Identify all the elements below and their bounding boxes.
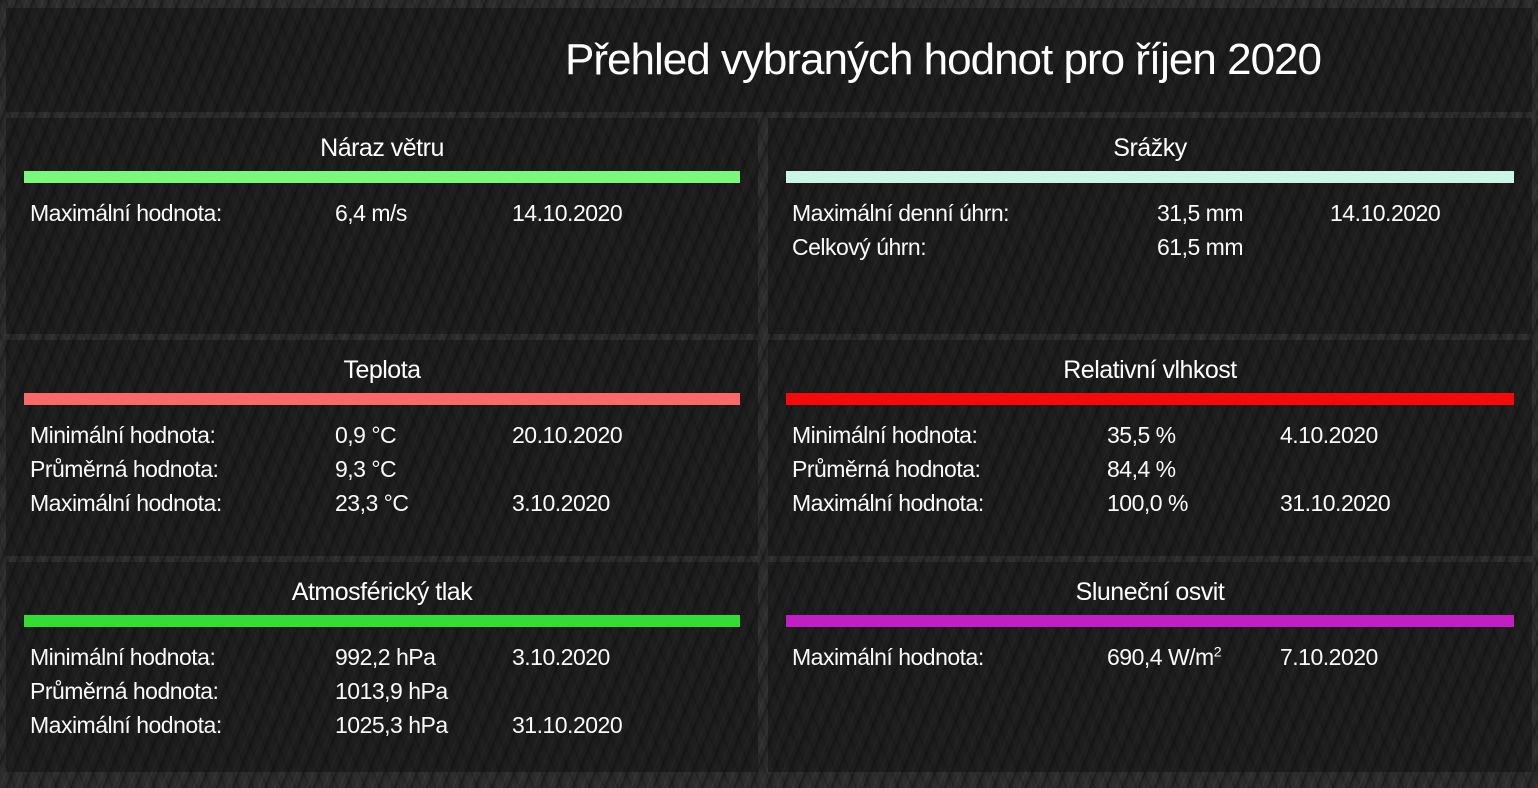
stat-label: Maximální hodnota: <box>30 712 222 738</box>
stat-value-text: 31,5 mm <box>1157 200 1243 226</box>
page-title: Přehled vybraných hodnot pro říjen 2020 <box>565 35 1322 84</box>
stat-value: 690,4 W/m2 <box>1107 640 1280 674</box>
stat-value: 23,3 °C <box>335 486 512 520</box>
stat-row: Maximální hodnota: 100,0 % 31.10.2020 <box>792 486 1524 520</box>
stat-date: 31.10.2020 <box>1280 490 1391 516</box>
panel-precipitation: Srážky Maximální denní úhrn: 31,5 mm 14.10.… <box>768 118 1532 334</box>
panel-temperature: Teplota Minimální hodnota: 0,9 °C 20.10.202… <box>6 340 758 556</box>
stat-date: 14.10.2020 <box>1330 200 1441 226</box>
stat-row: Maximální hodnota: 23,3 °C 3.10.2020 <box>30 486 750 520</box>
stat-date: 3.10.2020 <box>512 644 610 670</box>
stat-label: Minimální hodnota: <box>30 422 216 448</box>
stat-value: 992,2 hPa <box>335 640 512 674</box>
panels-grid: Náraz větru Maximální hodnota: 6,4 m/s 14.1… <box>6 118 1532 772</box>
stat-row: Minimální hodnota: 992,2 hPa 3.10.2020 <box>30 640 750 674</box>
stat-value-text: 992,2 hPa <box>335 644 436 670</box>
stat-value-text: 23,3 °C <box>335 490 409 516</box>
stat-value-superscript: 2 <box>1213 644 1222 661</box>
stat-row: Průměrná hodnota: 9,3 °C <box>30 452 750 486</box>
stat-value: 1025,3 hPa <box>335 708 512 742</box>
stat-value-text: 61,5 mm <box>1157 234 1243 260</box>
stat-value: 84,4 % <box>1107 452 1280 486</box>
panel-rows: Minimální hodnota: 0,9 °C 20.10.2020 Průměr… <box>6 418 758 520</box>
stat-label: Maximální hodnota: <box>792 644 984 670</box>
panel-accent-bar <box>24 393 740 405</box>
stat-label: Průměrná hodnota: <box>792 456 981 482</box>
stat-label: Maximální hodnota: <box>30 490 222 516</box>
panel-rows: Maximální hodnota: 690,4 W/m2 7.10.2020 <box>768 640 1532 674</box>
stat-row: Průměrná hodnota: 84,4 % <box>792 452 1524 486</box>
stat-label: Maximální hodnota: <box>792 490 984 516</box>
panel-title: Srážky <box>1113 134 1187 162</box>
panel-accent-bar <box>786 393 1514 405</box>
stat-date: 3.10.2020 <box>512 490 610 516</box>
stat-row: Minimální hodnota: 35,5 % 4.10.2020 <box>792 418 1524 452</box>
stat-row: Maximální hodnota: 690,4 W/m2 7.10.2020 <box>792 640 1524 674</box>
stat-value-text: 690,4 W/m <box>1107 644 1214 670</box>
stat-value: 100,0 % <box>1107 486 1280 520</box>
stat-row: Průměrná hodnota: 1013,9 hPa <box>30 674 750 708</box>
stat-value-text: 0,9 °C <box>335 422 397 448</box>
panel-rows: Minimální hodnota: 35,5 % 4.10.2020 Průměrn… <box>768 418 1532 520</box>
panel-title: Náraz větru <box>320 134 444 162</box>
stat-row: Maximální hodnota: 1025,3 hPa 31.10.2020 <box>30 708 750 742</box>
stat-date <box>1330 230 1524 264</box>
stat-value-text: 9,3 °C <box>335 456 397 482</box>
panel-atmospheric-pressure: Atmosférický tlak Minimální hodnota: 992,2… <box>6 562 758 772</box>
stat-label: Průměrná hodnota: <box>30 678 219 704</box>
stat-value-text: 1025,3 hPa <box>335 712 448 738</box>
panel-accent-bar <box>24 615 740 627</box>
stat-date <box>512 452 750 486</box>
panel-title: Atmosférický tlak <box>291 578 473 606</box>
stat-label: Maximální denní úhrn: <box>792 200 1010 226</box>
stat-value-text: 35,5 % <box>1107 422 1176 448</box>
stat-value: 1013,9 hPa <box>335 674 512 708</box>
panel-title: Sluneční osvit <box>1075 578 1225 606</box>
stat-date: 20.10.2020 <box>512 422 623 448</box>
stat-date: 4.10.2020 <box>1280 422 1378 448</box>
stat-row: Maximální denní úhrn: 31,5 mm 14.10.2020 <box>792 196 1524 230</box>
panel-rows: Maximální hodnota: 6,4 m/s 14.10.2020 <box>6 196 758 230</box>
stat-value-text: 1013,9 hPa <box>335 678 448 704</box>
panel-relative-humidity: Relativní vlhkost Minimální hodnota: 35,5 … <box>768 340 1532 556</box>
stat-date <box>1280 452 1524 486</box>
panel-wind-gust: Náraz větru Maximální hodnota: 6,4 m/s 14.1… <box>6 118 758 334</box>
panel-rows: Minimální hodnota: 992,2 hPa 3.10.2020 Prům… <box>6 640 758 742</box>
stat-label: Minimální hodnota: <box>792 422 978 448</box>
stat-date: 14.10.2020 <box>512 200 623 226</box>
stat-value: 35,5 % <box>1107 418 1280 452</box>
panel-accent-bar <box>786 171 1514 183</box>
panel-accent-bar <box>786 615 1514 627</box>
stat-row: Celkový úhrn: 61,5 mm <box>792 230 1524 264</box>
stat-value-text: 84,4 % <box>1107 456 1176 482</box>
stat-date: 31.10.2020 <box>512 712 623 738</box>
stat-value: 61,5 mm <box>1157 230 1330 264</box>
stat-date: 7.10.2020 <box>1280 644 1378 670</box>
panel-title: Relativní vlhkost <box>1063 356 1237 384</box>
header-panel: Přehled vybraných hodnot pro říjen 2020 <box>6 8 1532 112</box>
stat-row: Maximální hodnota: 6,4 m/s 14.10.2020 <box>30 196 750 230</box>
stat-label: Průměrná hodnota: <box>30 456 219 482</box>
stat-label: Celkový úhrn: <box>792 234 927 260</box>
stat-date <box>512 674 750 708</box>
panel-title: Teplota <box>343 356 421 384</box>
stat-value-text: 100,0 % <box>1107 490 1188 516</box>
stat-value: 9,3 °C <box>335 452 512 486</box>
stat-label: Minimální hodnota: <box>30 644 216 670</box>
stat-value: 0,9 °C <box>335 418 512 452</box>
panel-rows: Maximální denní úhrn: 31,5 mm 14.10.2020 Ce… <box>768 196 1532 264</box>
stat-label: Maximální hodnota: <box>30 200 222 226</box>
panel-accent-bar <box>24 171 740 183</box>
stat-value-text: 6,4 m/s <box>335 200 407 226</box>
stat-value: 31,5 mm <box>1157 196 1330 230</box>
stat-value: 6,4 m/s <box>335 196 512 230</box>
stat-row: Minimální hodnota: 0,9 °C 20.10.2020 <box>30 418 750 452</box>
panel-solar-irradiance: Sluneční osvit Maximální hodnota: 690,4 W/… <box>768 562 1532 772</box>
